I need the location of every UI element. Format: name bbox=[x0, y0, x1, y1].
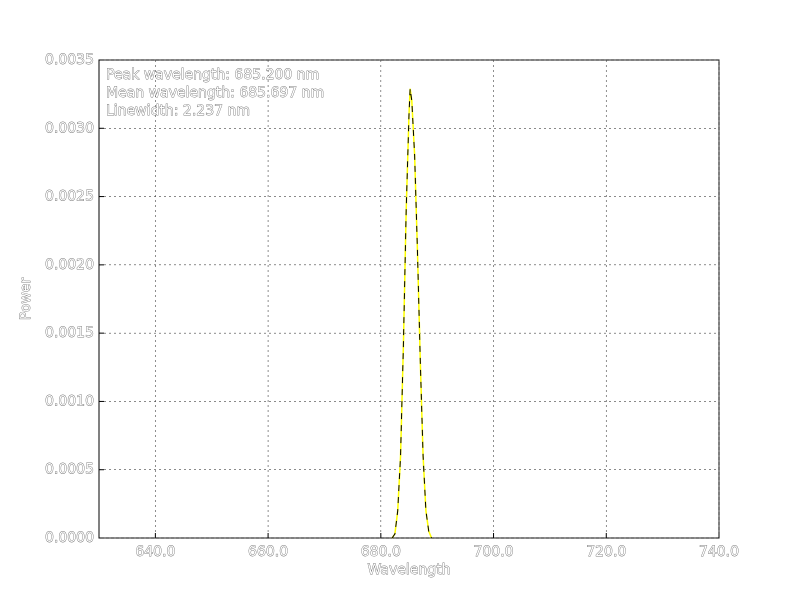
y-tick-label: 0.0025 bbox=[45, 189, 94, 205]
y-axis-label: Power bbox=[18, 278, 34, 321]
x-tick-label: 700.0 bbox=[473, 544, 513, 560]
x-tick-label: 740.0 bbox=[699, 544, 739, 560]
y-tick-label: 0.0000 bbox=[45, 530, 94, 546]
annotation: Peak wavelength: 685.200 nm bbox=[106, 67, 319, 83]
x-tick-label: 720.0 bbox=[586, 544, 626, 560]
x-tick-label: 660.0 bbox=[248, 544, 288, 560]
x-axis-label: Wavelength bbox=[367, 562, 450, 578]
y-tick-label: 0.0015 bbox=[45, 325, 94, 341]
y-tick-label: 0.0030 bbox=[45, 120, 94, 136]
x-tick-label: 640.0 bbox=[135, 544, 175, 560]
y-tick-label: 0.0035 bbox=[45, 52, 94, 68]
series-dash bbox=[391, 88, 433, 539]
x-tick-label: 680.0 bbox=[361, 544, 401, 560]
annotation: Linewidth: 2.237 nm bbox=[106, 103, 250, 119]
y-tick-label: 0.0020 bbox=[45, 257, 94, 273]
annotation: Mean wavelength: 685.697 nm bbox=[106, 85, 324, 101]
y-tick-label: 0.0010 bbox=[45, 393, 94, 409]
y-tick-label: 0.0005 bbox=[45, 462, 94, 478]
